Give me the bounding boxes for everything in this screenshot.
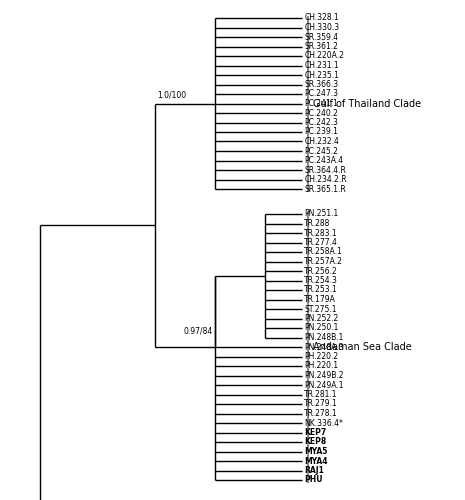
Text: CH.220A.2: CH.220A.2 bbox=[304, 52, 344, 60]
Text: MYA5: MYA5 bbox=[304, 447, 328, 456]
Text: KEP8: KEP8 bbox=[304, 438, 326, 446]
Text: CH.235.1: CH.235.1 bbox=[304, 70, 339, 80]
Text: TR.279.1: TR.279.1 bbox=[304, 400, 338, 408]
Text: CH.231.1: CH.231.1 bbox=[304, 61, 339, 70]
Text: NK.336.4*: NK.336.4* bbox=[304, 418, 343, 428]
Text: TR.254.3: TR.254.3 bbox=[304, 276, 338, 285]
Text: PC.245.2: PC.245.2 bbox=[304, 146, 338, 156]
Text: TR.278.1: TR.278.1 bbox=[304, 409, 338, 418]
Text: ST.275.1: ST.275.1 bbox=[304, 304, 337, 314]
Text: Gulf of Thailand Clade: Gulf of Thailand Clade bbox=[313, 98, 421, 108]
Text: PN.252.2: PN.252.2 bbox=[304, 314, 339, 323]
Text: CH.234.2.R: CH.234.2.R bbox=[304, 175, 347, 184]
Text: PN.250.1: PN.250.1 bbox=[304, 324, 339, 332]
Text: Andaman Sea Clade: Andaman Sea Clade bbox=[313, 342, 412, 352]
Text: TR.256.2: TR.256.2 bbox=[304, 266, 338, 276]
Text: CH.330.3: CH.330.3 bbox=[304, 23, 339, 32]
Text: SR.364.4.R: SR.364.4.R bbox=[304, 166, 346, 174]
Text: TR.281.1: TR.281.1 bbox=[304, 390, 338, 399]
Text: TR.179A: TR.179A bbox=[304, 295, 336, 304]
Text: TR.253.1: TR.253.1 bbox=[304, 286, 338, 294]
Text: KEP7: KEP7 bbox=[304, 428, 326, 437]
Text: PHU: PHU bbox=[304, 476, 323, 484]
Text: MYA4: MYA4 bbox=[304, 456, 328, 466]
Text: PC.247.3: PC.247.3 bbox=[304, 90, 339, 98]
Text: PH.220.2: PH.220.2 bbox=[304, 352, 339, 361]
Text: PN.248B.1: PN.248B.1 bbox=[304, 333, 344, 342]
Text: PC.239.1: PC.239.1 bbox=[304, 128, 338, 136]
Text: TR.288: TR.288 bbox=[304, 219, 331, 228]
Text: CH.328.1: CH.328.1 bbox=[304, 14, 339, 22]
Text: PN.251.1: PN.251.1 bbox=[304, 210, 339, 218]
Text: TR.283.1: TR.283.1 bbox=[304, 228, 338, 237]
Text: SR.359.4: SR.359.4 bbox=[304, 32, 339, 42]
Text: PN.248A.3: PN.248A.3 bbox=[304, 342, 344, 351]
Text: SR.361.2: SR.361.2 bbox=[304, 42, 338, 51]
Text: SR.366.3: SR.366.3 bbox=[304, 80, 339, 89]
Text: PC.240.2: PC.240.2 bbox=[304, 108, 338, 118]
Text: TR.277.4: TR.277.4 bbox=[304, 238, 338, 247]
Text: PC.241.1: PC.241.1 bbox=[304, 99, 338, 108]
Text: SR.365.1.R: SR.365.1.R bbox=[304, 184, 346, 194]
Text: PN.249B.2: PN.249B.2 bbox=[304, 371, 344, 380]
Text: TR.258A.1: TR.258A.1 bbox=[304, 248, 343, 256]
Text: PH.220.1: PH.220.1 bbox=[304, 362, 339, 370]
Text: TR.257A.2: TR.257A.2 bbox=[304, 257, 343, 266]
Text: 1.0/100: 1.0/100 bbox=[157, 90, 186, 100]
Text: CH.232.4: CH.232.4 bbox=[304, 137, 339, 146]
Text: PN.249A.1: PN.249A.1 bbox=[304, 380, 344, 390]
Text: PC.243A.4: PC.243A.4 bbox=[304, 156, 344, 165]
Text: 0.97/84: 0.97/84 bbox=[183, 326, 213, 335]
Text: RAJ1: RAJ1 bbox=[304, 466, 324, 475]
Text: PC.242.3: PC.242.3 bbox=[304, 118, 338, 127]
